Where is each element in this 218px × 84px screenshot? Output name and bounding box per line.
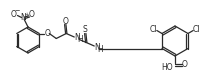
Text: S: S bbox=[82, 25, 87, 34]
Text: H: H bbox=[97, 45, 103, 54]
Text: O: O bbox=[10, 10, 16, 19]
Text: +: + bbox=[24, 12, 29, 17]
Text: N: N bbox=[94, 43, 100, 51]
Text: HO: HO bbox=[161, 62, 173, 71]
Text: O: O bbox=[62, 16, 68, 26]
Text: O: O bbox=[182, 60, 188, 69]
Text: H: H bbox=[77, 36, 83, 45]
Text: Cl: Cl bbox=[150, 26, 157, 35]
Text: O: O bbox=[29, 10, 35, 19]
Text: N: N bbox=[20, 14, 26, 23]
Text: −: − bbox=[15, 8, 20, 14]
Text: O: O bbox=[45, 29, 51, 38]
Text: Cl: Cl bbox=[193, 26, 200, 35]
Text: N: N bbox=[74, 34, 80, 43]
